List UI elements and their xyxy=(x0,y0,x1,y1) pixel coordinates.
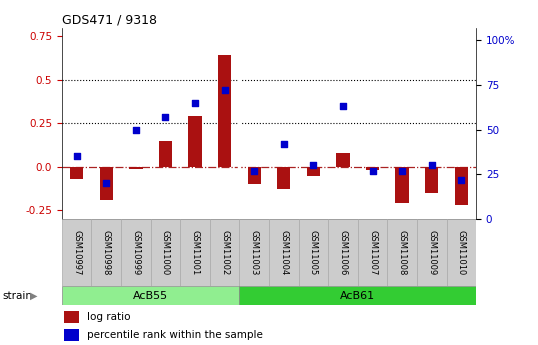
Point xyxy=(161,114,170,120)
Bar xyxy=(307,167,320,176)
Bar xyxy=(269,219,299,286)
Bar xyxy=(358,219,387,286)
Bar xyxy=(218,56,231,167)
Text: GSM11009: GSM11009 xyxy=(427,230,436,275)
Bar xyxy=(366,167,379,170)
Text: ▶: ▶ xyxy=(30,291,37,301)
Text: GSM10998: GSM10998 xyxy=(102,230,111,275)
Bar xyxy=(247,167,261,184)
Bar xyxy=(180,219,210,286)
Bar xyxy=(159,141,172,167)
Bar xyxy=(188,116,202,167)
Text: GDS471 / 9318: GDS471 / 9318 xyxy=(62,13,157,27)
Bar xyxy=(91,219,121,286)
Text: GSM11000: GSM11000 xyxy=(161,230,170,275)
Text: log ratio: log ratio xyxy=(87,312,130,322)
Bar xyxy=(328,219,358,286)
Point xyxy=(339,104,348,109)
Bar xyxy=(447,219,476,286)
Text: GSM11004: GSM11004 xyxy=(279,230,288,275)
Point xyxy=(102,180,111,186)
Bar xyxy=(239,219,269,286)
Point xyxy=(398,168,406,174)
Bar xyxy=(277,167,291,189)
Point xyxy=(72,154,81,159)
Bar xyxy=(121,219,151,286)
Text: GSM10999: GSM10999 xyxy=(131,230,140,275)
Point xyxy=(131,127,140,132)
Point xyxy=(368,168,377,174)
Bar xyxy=(129,167,143,169)
Text: GSM11001: GSM11001 xyxy=(190,230,200,275)
Bar xyxy=(210,219,239,286)
Text: GSM11008: GSM11008 xyxy=(398,230,407,275)
Bar xyxy=(387,219,417,286)
Bar xyxy=(425,167,438,193)
Bar xyxy=(336,153,350,167)
Point xyxy=(190,100,199,106)
Bar xyxy=(70,167,83,179)
Point xyxy=(250,168,258,174)
Point xyxy=(309,162,317,168)
Point xyxy=(279,141,288,147)
Bar xyxy=(239,286,476,305)
Bar xyxy=(65,329,79,341)
Point xyxy=(220,88,229,93)
Text: GSM11007: GSM11007 xyxy=(368,230,377,275)
Text: strain: strain xyxy=(3,291,33,301)
Bar xyxy=(455,167,468,205)
Point xyxy=(457,177,465,183)
Text: GSM11010: GSM11010 xyxy=(457,230,466,275)
Point xyxy=(427,162,436,168)
Text: AcB61: AcB61 xyxy=(340,291,376,301)
Text: GSM11003: GSM11003 xyxy=(250,230,259,275)
Text: GSM11005: GSM11005 xyxy=(309,230,318,275)
Text: GSM11002: GSM11002 xyxy=(220,230,229,275)
Bar xyxy=(417,219,447,286)
Bar xyxy=(299,219,328,286)
Bar xyxy=(65,311,79,323)
Text: AcB55: AcB55 xyxy=(133,291,168,301)
Bar xyxy=(62,219,91,286)
Text: GSM11006: GSM11006 xyxy=(338,230,348,275)
Bar xyxy=(151,219,180,286)
Text: GSM10997: GSM10997 xyxy=(72,230,81,275)
Bar xyxy=(100,167,113,200)
Bar xyxy=(62,286,239,305)
Bar xyxy=(395,167,409,204)
Text: percentile rank within the sample: percentile rank within the sample xyxy=(87,330,263,340)
